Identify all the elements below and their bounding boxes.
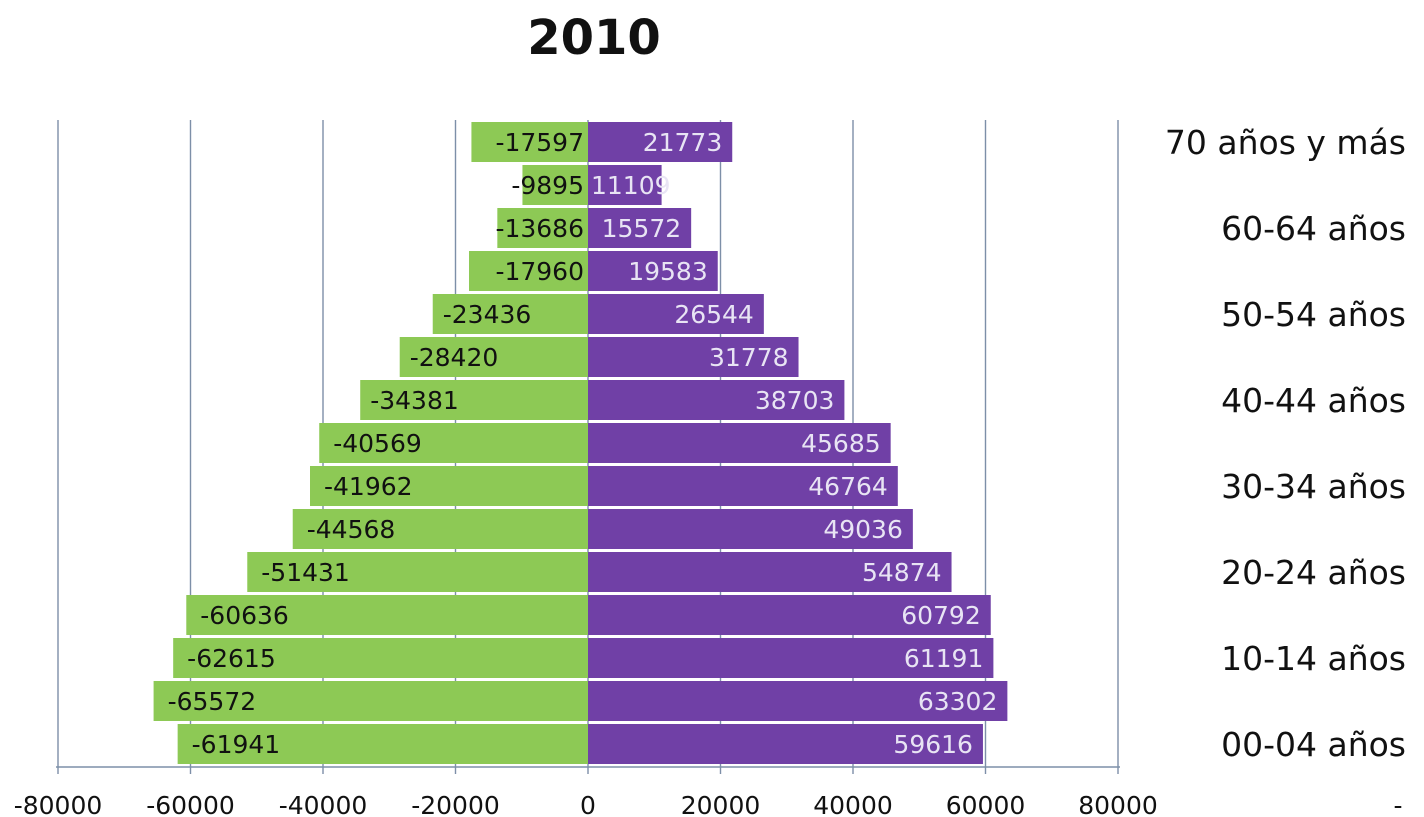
data-label-right: 21773 xyxy=(643,128,723,157)
data-label-right: 54874 xyxy=(862,558,942,587)
x-tick-label: 80000 xyxy=(1078,791,1158,817)
bar-right xyxy=(588,380,845,420)
data-label-left: -41962 xyxy=(324,472,413,501)
bar-left xyxy=(522,165,588,205)
data-label-left: -17960 xyxy=(495,257,584,286)
bar-left xyxy=(471,122,588,162)
bar-right xyxy=(588,724,983,764)
chart-title: 2010 xyxy=(527,10,661,66)
data-label-left: -28420 xyxy=(410,343,499,372)
data-label-right: 11109 xyxy=(591,171,671,200)
x-tick-label: 60000 xyxy=(946,791,1026,817)
x-tick-label: 0 xyxy=(580,791,596,817)
bar-right xyxy=(588,208,692,248)
bar-right xyxy=(588,681,1008,721)
data-label-left: -62615 xyxy=(187,644,276,673)
category-label: 20-24 años xyxy=(1221,553,1406,592)
bar-right xyxy=(588,552,952,592)
bar-left xyxy=(432,294,588,334)
bar-right xyxy=(588,122,733,162)
bar-right xyxy=(588,466,898,506)
bar-left xyxy=(173,638,588,678)
data-label-left: -51431 xyxy=(261,558,350,587)
data-label-left: -9895 xyxy=(511,171,584,200)
bar-left xyxy=(292,509,588,549)
bar-right xyxy=(588,638,994,678)
bar-left xyxy=(319,423,588,463)
data-label-right: 26544 xyxy=(674,300,754,329)
category-label: 70 años y más xyxy=(1165,123,1406,162)
data-label-right: 31778 xyxy=(709,343,789,372)
data-label-left: -61941 xyxy=(192,730,281,759)
data-label-right: 60792 xyxy=(901,601,981,630)
bar-right xyxy=(588,165,662,205)
bar-right xyxy=(588,509,913,549)
data-label-right: 45685 xyxy=(801,429,881,458)
data-label-right: 15572 xyxy=(602,214,682,243)
data-label-left: -13686 xyxy=(495,214,584,243)
data-label-left: -40569 xyxy=(333,429,422,458)
x-tick-label: -80000 xyxy=(14,791,103,817)
data-label-right: 19583 xyxy=(628,257,708,286)
category-label: 10-14 años xyxy=(1221,639,1406,678)
bar-left xyxy=(186,595,588,635)
x-tick-label: 20000 xyxy=(681,791,761,817)
bar-right xyxy=(588,423,891,463)
bar-left xyxy=(497,208,588,248)
category-label: 30-34 años xyxy=(1221,467,1406,506)
bar-right xyxy=(588,251,718,291)
x-tick-label: -60000 xyxy=(146,791,235,817)
data-label-right: 63302 xyxy=(918,687,998,716)
data-label-left: -60636 xyxy=(200,601,289,630)
data-label-right: 46764 xyxy=(808,472,888,501)
data-label-right: 38703 xyxy=(755,386,835,415)
x-tick-label: -40000 xyxy=(279,791,368,817)
data-label-right: 61191 xyxy=(904,644,984,673)
category-label: 00-04 años xyxy=(1221,725,1406,764)
bar-right xyxy=(588,337,799,377)
x-tick-label: 40000 xyxy=(813,791,893,817)
data-label-left: -23436 xyxy=(443,300,532,329)
bar-right xyxy=(588,595,991,635)
category-label: 50-54 años xyxy=(1221,295,1406,334)
bar-left xyxy=(310,466,588,506)
category-label: 40-44 años xyxy=(1221,381,1406,420)
bar-left xyxy=(360,380,588,420)
x-tick-label: -20000 xyxy=(411,791,500,817)
data-label-right: 59616 xyxy=(893,730,973,759)
bar-left xyxy=(247,552,588,592)
bar-left xyxy=(399,337,588,377)
category-label: 60-64 años xyxy=(1221,209,1406,248)
data-label-left: -44568 xyxy=(307,515,396,544)
bar-left xyxy=(469,251,588,291)
data-label-left: -34381 xyxy=(370,386,459,415)
data-label-left: -17597 xyxy=(495,128,584,157)
x-tick-label-trailing: - xyxy=(1393,791,1402,817)
bar-right xyxy=(588,294,764,334)
data-label-left: -65572 xyxy=(168,687,257,716)
data-label-right: 49036 xyxy=(823,515,903,544)
bar-left xyxy=(177,724,588,764)
bar-left xyxy=(153,681,588,721)
